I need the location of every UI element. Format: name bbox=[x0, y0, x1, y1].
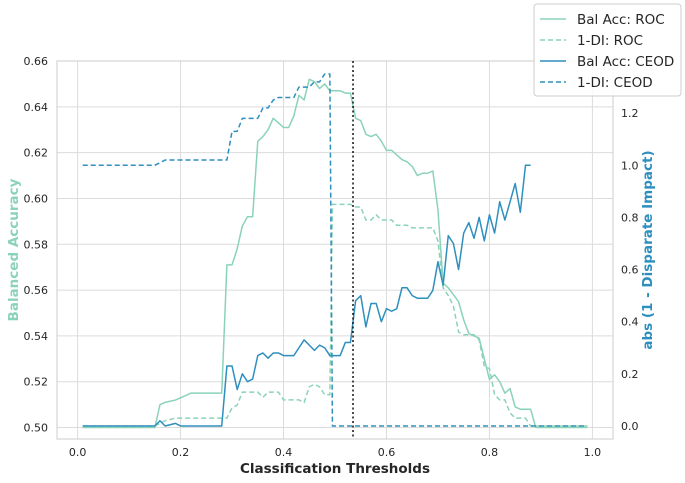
plot-frame bbox=[56, 60, 614, 440]
grid bbox=[57, 60, 613, 439]
y-right-tick-label: 1.2 bbox=[621, 107, 639, 120]
y-right-tick-label: 1.0 bbox=[621, 159, 639, 172]
x-tick-label: 0.2 bbox=[172, 446, 190, 459]
series-line-bal-acc-ceod bbox=[82, 164, 531, 427]
series-line-1-di-ceod bbox=[82, 73, 588, 427]
y-right-tick-label: 0.4 bbox=[621, 316, 639, 329]
x-tick-label: 0.4 bbox=[275, 446, 293, 459]
y-left-axis-label: Balanced Accuracy bbox=[6, 178, 22, 321]
series-line-bal-acc-roc bbox=[82, 78, 588, 429]
series-line-1-di-roc bbox=[82, 203, 588, 427]
y-left-tick-label: 0.66 bbox=[24, 55, 49, 68]
x-tick-label: 0.8 bbox=[481, 446, 499, 459]
y-right-tick-label: 0.0 bbox=[621, 420, 639, 433]
y-left-tick-label: 0.54 bbox=[24, 330, 49, 343]
legend: Bal Acc: ROC 1-DI: ROC Bal Acc: CEOD 1-DI: … bbox=[533, 3, 682, 97]
x-axis-label: Classification Thresholds bbox=[240, 461, 430, 477]
y-left-tick-label: 0.56 bbox=[24, 284, 49, 297]
series-layer bbox=[82, 73, 588, 429]
x-tick-label: 0.0 bbox=[69, 446, 87, 459]
y-right-tick-label: 0.2 bbox=[621, 368, 639, 381]
x-ticks: 0.0 0.2 0.4 0.6 0.8 1.0 bbox=[69, 446, 601, 459]
y-left-ticks: 0.50 0.52 0.54 0.56 0.58 0.60 0.62 0.64 0.66 bbox=[24, 55, 49, 435]
y-left-tick-label: 0.60 bbox=[24, 192, 49, 205]
legend-box bbox=[533, 3, 682, 97]
y-left-tick-label: 0.50 bbox=[24, 422, 49, 435]
y-left-tick-label: 0.64 bbox=[24, 101, 49, 114]
legend-label: 1-DI: ROC bbox=[577, 33, 643, 49]
legend-label: Bal Acc: CEOD bbox=[577, 54, 674, 70]
legend-label: Bal Acc: ROC bbox=[577, 12, 665, 28]
y-left-tick-label: 0.52 bbox=[24, 376, 49, 389]
legend-label: 1-DI: CEOD bbox=[577, 75, 653, 91]
y-right-tick-label: 0.6 bbox=[621, 264, 639, 277]
y-left-tick-label: 0.58 bbox=[24, 238, 49, 251]
y-right-tick-label: 0.8 bbox=[621, 211, 639, 224]
x-tick-label: 1.0 bbox=[584, 446, 602, 459]
x-tick-label: 0.6 bbox=[378, 446, 396, 459]
y-left-tick-label: 0.62 bbox=[24, 147, 49, 160]
y-right-axis-label: abs (1 - Disparate Impact) bbox=[640, 150, 656, 349]
y-right-ticks: 0.0 0.2 0.4 0.6 0.8 1.0 1.2 bbox=[621, 107, 639, 433]
